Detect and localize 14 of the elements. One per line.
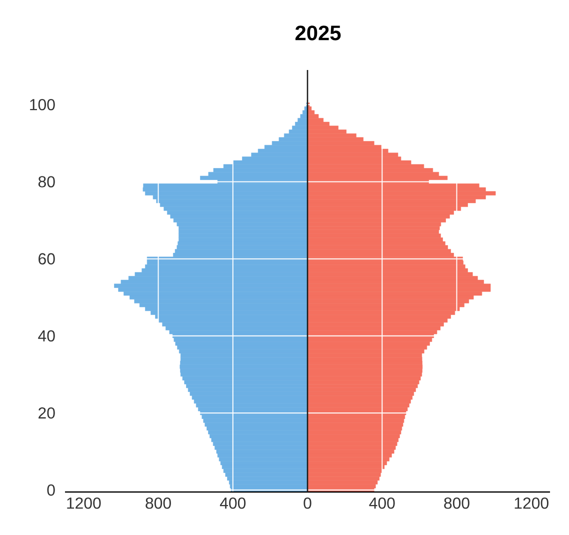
y-tick-label: 60 (38, 253, 55, 264)
x-tick-label: 1200 (514, 498, 548, 509)
x-tick-label: 800 (146, 498, 171, 509)
x-tick-label: 0 (304, 498, 312, 509)
y-tick-label: 40 (38, 330, 55, 342)
chart-title: 2025 (295, 26, 341, 40)
x-tick-label: 400 (369, 498, 395, 509)
x-tick-label: 800 (444, 498, 470, 509)
y-tick-label: 0 (47, 484, 55, 496)
y-tick-label: 20 (38, 407, 55, 419)
y-tick-label: 80 (38, 176, 55, 188)
x-tick-label: 400 (220, 498, 246, 509)
y-tick-label: 100 (30, 99, 55, 110)
x-tick-label: 1200 (67, 498, 101, 509)
